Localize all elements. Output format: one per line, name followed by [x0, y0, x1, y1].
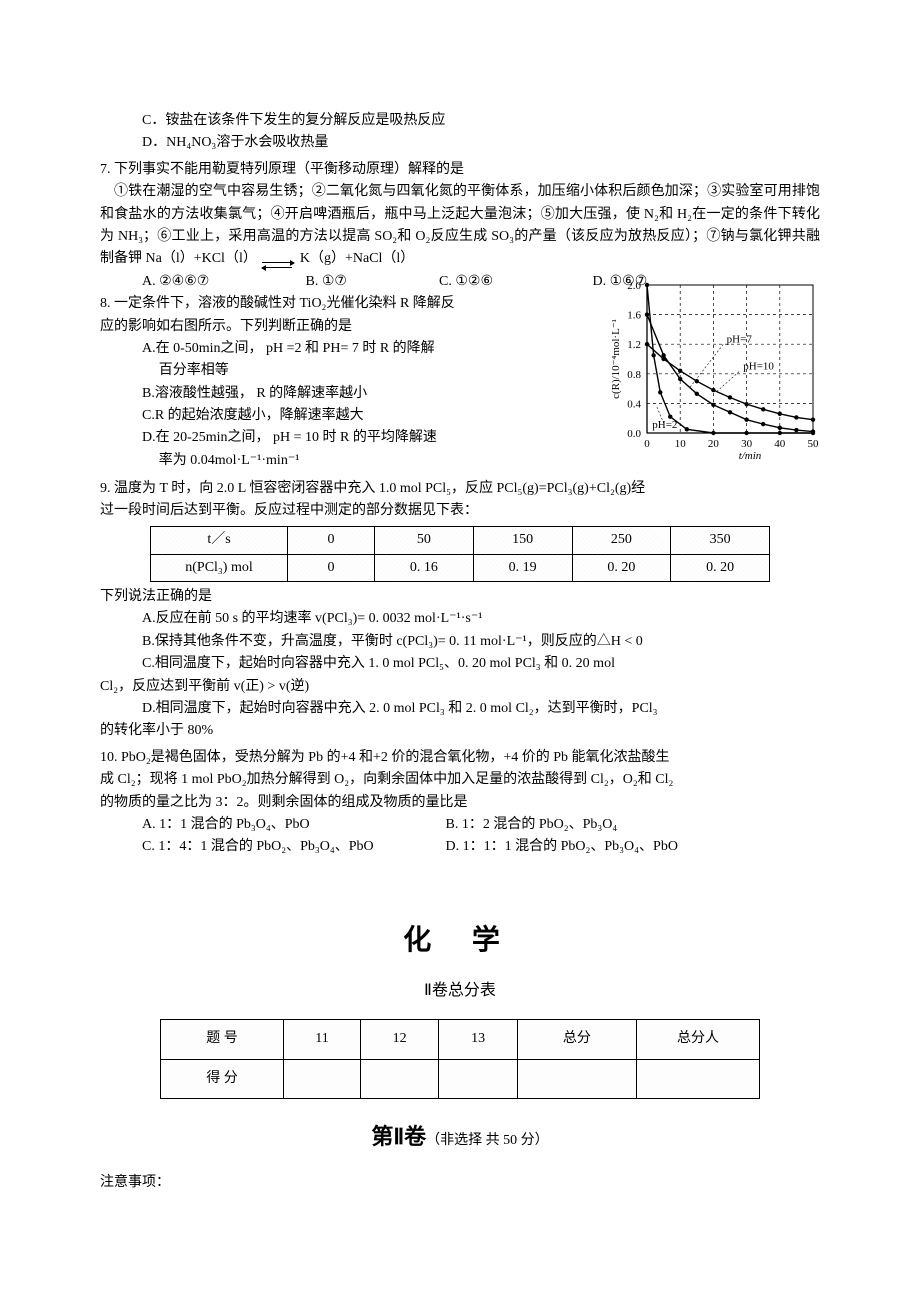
svg-text:pH=2: pH=2 [652, 419, 677, 431]
q7-stem: 7. 下列事实不能用勒夏特列原理（平衡移动原理）解释的是 [100, 159, 820, 181]
svg-text:pH=10: pH=10 [743, 360, 774, 372]
q10-option-d: D. 1：1：1 混合的 PbO₂、Pb₃O₄、PbO [446, 839, 678, 854]
svg-text:1.2: 1.2 [627, 339, 641, 351]
q8-chart: 0 10 20 30 40 50 0.0 0.4 0.8 1.2 1.6 2.0 t/min c(R)/1… [605, 275, 820, 473]
score-table-title: Ⅱ卷总分表 [100, 978, 820, 1004]
q7-body: ①铁在潮湿的空气中容易生锈；②二氧化氮与四氧化氮的平衡体系，加压缩小体积后颜色加… [100, 181, 820, 271]
cell: 总分 [517, 1020, 636, 1059]
q7-option-c: C. ①②⑥ [439, 271, 589, 293]
cell: 0. 20 [671, 554, 770, 581]
cell: 0. 16 [375, 554, 474, 581]
svg-text:c(R)/10⁻⁴mol·L⁻¹: c(R)/10⁻⁴mol·L⁻¹ [610, 319, 622, 399]
q10-line-3: 的物质的量之比为 3：2。则剩余固体的组成及物质的量比是 [100, 792, 820, 814]
q9-after: 下列说法正确的是 [100, 586, 820, 608]
cell [284, 1059, 361, 1098]
page-title: 化 学 [100, 919, 820, 964]
q10-option-c: C. 1：4：1 混合的 PbO₂、Pb₃O₄、PbO [142, 836, 442, 858]
svg-text:50: 50 [808, 438, 820, 450]
cell: t／s [151, 527, 288, 554]
q7-eq-right: K（g）+NaCl（l） [300, 251, 414, 266]
svg-text:pH=7: pH=7 [727, 334, 753, 346]
cell [637, 1059, 760, 1098]
cell: 11 [284, 1020, 361, 1059]
cell [439, 1059, 517, 1098]
cell: 题 号 [161, 1020, 284, 1059]
q9-stem-2: 过一段时间后达到平衡。反应过程中测定的部分数据见下表： [100, 500, 820, 522]
q9-option-d2: 的转化率小于 80% [100, 720, 820, 742]
svg-text:0.0: 0.0 [627, 428, 641, 440]
q8-option-c: C.R 的起始浓度越小，降解速率越大 [117, 405, 595, 427]
q8-option-d2: 率为 0.04mol·L⁻¹·min⁻¹ [100, 450, 595, 472]
q9-option-b: B.保持其他条件不变，升高温度，平衡时 c(PCl₃)= 0. 11 mol·L… [100, 631, 820, 653]
q6-option-d: D．NH₄NO₃溶于水会吸收热量 [117, 132, 820, 154]
cell: 50 [375, 527, 474, 554]
q8-stem-1: 8. 一定条件下，溶液的酸碱性对 TiO₂光催化染料 R 降解反 [100, 293, 595, 315]
svg-text:40: 40 [774, 438, 786, 450]
cell: 12 [360, 1020, 438, 1059]
q8-block: 8. 一定条件下，溶液的酸碱性对 TiO₂光催化染料 R 降解反 应的影响如右图… [100, 293, 820, 473]
section-2-main: 第Ⅱ卷 [371, 1124, 426, 1149]
q9-option-a: A.反应在前 50 s 的平均速率 v(PCl₃)= 0. 0032 mol·L… [100, 608, 820, 630]
cell: 13 [439, 1020, 517, 1059]
q9-option-d1: D.相同温度下，起始时向容器中充入 2. 0 mol PCl₃ 和 2. 0 m… [100, 698, 820, 720]
q7-body-text: ①铁在潮湿的空气中容易生锈；②二氧化氮与四氧化氮的平衡体系，加压缩小体积后颜色加… [100, 184, 820, 266]
cell: n(PCl₃) mol [151, 554, 288, 581]
q8-option-b: B.溶液酸性越强， R 的降解速率越小 [117, 383, 595, 405]
section-2-paren: （非选择 共 50 分） [426, 1133, 549, 1148]
q10-opts-row2: C. 1：4：1 混合的 PbO₂、Pb₃O₄、PbO D. 1：1：1 混合的… [100, 836, 820, 858]
score-table: 题 号 11 12 13 总分 总分人 得 分 [160, 1019, 760, 1099]
q8-text: 8. 一定条件下，溶液的酸碱性对 TiO₂光催化染料 R 降解反 应的影响如右图… [100, 293, 595, 472]
table-row: 得 分 [161, 1059, 760, 1098]
q9-stem-1: 9. 温度为 T 时，向 2.0 L 恒容密闭容器中充入 1.0 mol PCl… [100, 478, 820, 500]
cell: 总分人 [637, 1020, 760, 1059]
q8-option-d1: D.在 20-25min之间， pH = 10 时 R 的平均降解速 [117, 427, 595, 449]
svg-text:30: 30 [741, 438, 753, 450]
svg-text:10: 10 [675, 438, 687, 450]
cell: 得 分 [161, 1059, 284, 1098]
svg-text:0: 0 [644, 438, 650, 450]
svg-text:1.6: 1.6 [627, 310, 641, 322]
cell: 0. 20 [572, 554, 671, 581]
cell: 0 [288, 527, 375, 554]
cell [360, 1059, 438, 1098]
q10-line-1: 10. PbO₂是褐色固体，受热分解为 Pb 的+4 和+2 价的混合氧化物，+… [100, 747, 820, 769]
q10-opts-row1: A. 1：1 混合的 Pb₃O₄、PbO B. 1：2 混合的 PbO₂、Pb₃… [100, 814, 820, 836]
cell: 0 [288, 554, 375, 581]
cell: 350 [671, 527, 770, 554]
svg-text:0.8: 0.8 [627, 369, 641, 381]
table-row: n(PCl₃) mol 0 0. 16 0. 19 0. 20 0. 20 [151, 554, 770, 581]
q10-option-a: A. 1：1 混合的 Pb₃O₄、PbO [142, 814, 442, 836]
svg-text:t/min: t/min [739, 450, 762, 462]
q9-table: t／s 0 50 150 250 350 n(PCl₃) mol 0 0. 16… [150, 526, 770, 582]
q9-option-c2: Cl₂，反应达到平衡前 v(正) > v(逆) [100, 676, 820, 698]
q6-option-c: C．铵盐在该条件下发生的复分解反应是吸热反应 [117, 110, 820, 132]
section-2-title: 第Ⅱ卷（非选择 共 50 分） [100, 1119, 820, 1154]
q7-option-b: B. ①⑦ [306, 271, 436, 293]
cell: 250 [572, 527, 671, 554]
q8-option-a1: A.在 0-50min之间， pH =2 和 PH= 7 时 R 的降解 [117, 338, 595, 360]
cell [517, 1059, 636, 1098]
q8-option-a2: 百分率相等 [100, 360, 595, 382]
cell: 0. 19 [473, 554, 572, 581]
table-row: t／s 0 50 150 250 350 [151, 527, 770, 554]
notice-heading: 注意事项： [100, 1172, 820, 1194]
q10-option-b: B. 1：2 混合的 PbO₂、Pb₃O₄ [446, 817, 618, 832]
q9-option-c1: C.相同温度下，起始时向容器中充入 1. 0 mol PCl₅、0. 20 mo… [100, 653, 820, 675]
svg-text:0.4: 0.4 [627, 399, 641, 411]
svg-text:20: 20 [708, 438, 720, 450]
q7-option-a: A. ②④⑥⑦ [142, 271, 302, 293]
table-row: 题 号 11 12 13 总分 总分人 [161, 1020, 760, 1059]
q8-stem-2: 应的影响如右图所示。下列判断正确的是 [100, 316, 595, 338]
cell: 150 [473, 527, 572, 554]
q10-line-2: 成 Cl₂；现将 1 mol PbO₂加热分解得到 O₂，向剩余固体中加入足量的… [100, 769, 820, 791]
svg-text:2.0: 2.0 [627, 280, 641, 292]
